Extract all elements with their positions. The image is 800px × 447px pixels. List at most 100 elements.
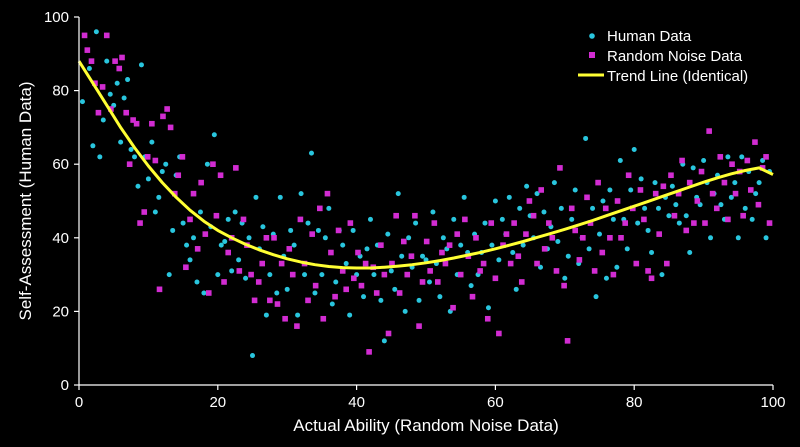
- human-point-196: [763, 235, 769, 241]
- noise-point-92: [431, 220, 438, 226]
- noise-point-116: [523, 231, 529, 237]
- noise-point-175: [747, 187, 754, 193]
- human-point-130: [534, 191, 540, 197]
- human-point-23: [163, 161, 169, 167]
- noise-point-176: [752, 139, 758, 145]
- noise-point-29: [190, 190, 197, 197]
- human-point-156: [624, 246, 630, 252]
- human-point-28: [180, 220, 186, 226]
- y-axis-title: Self-Assessment (Human Data): [16, 81, 35, 320]
- human-point-35: [204, 161, 210, 167]
- noise-point-151: [656, 231, 662, 237]
- noise-point-173: [740, 212, 746, 219]
- y-tick-label-0: 0: [61, 377, 69, 394]
- human-point-92: [402, 308, 408, 314]
- noise-point-103: [473, 235, 479, 241]
- human-point-90: [395, 191, 401, 197]
- noise-point-142: [622, 220, 628, 226]
- noise-point-131: [580, 235, 586, 241]
- human-point-47: [246, 235, 252, 241]
- noise-point-55: [289, 271, 296, 278]
- human-point-186: [728, 194, 734, 200]
- noise-point-97: [450, 304, 456, 311]
- human-point-31: [191, 235, 197, 241]
- noise-point-15: [137, 220, 143, 226]
- noise-point-136: [599, 249, 606, 256]
- human-point-33: [197, 209, 203, 215]
- noise-point-164: [706, 128, 712, 134]
- noise-point-66: [332, 293, 338, 300]
- x-tick-label-3: 60: [487, 394, 504, 411]
- noise-point-125: [557, 165, 563, 171]
- noise-point-57: [297, 216, 304, 223]
- human-point-25: [170, 227, 176, 233]
- human-point-2: [90, 143, 96, 149]
- noise-point-88: [416, 323, 422, 329]
- noise-point-65: [328, 249, 334, 256]
- noise-point-120: [538, 187, 545, 193]
- noise-point-71: [351, 275, 357, 282]
- human-point-124: [513, 286, 519, 292]
- noise-point-48: [263, 235, 270, 241]
- human-point-43: [232, 209, 238, 215]
- noise-point-38: [225, 249, 232, 256]
- noise-point-105: [480, 260, 487, 267]
- human-point-63: [302, 272, 308, 278]
- noise-point-90: [423, 238, 430, 245]
- human-point-188: [735, 235, 741, 241]
- human-point-108: [458, 242, 464, 248]
- human-point-194: [756, 180, 762, 186]
- x-tick-label-5: 100: [760, 394, 785, 411]
- noise-point-63: [320, 315, 327, 322]
- human-point-160: [638, 176, 644, 182]
- noise-point-49: [267, 297, 273, 304]
- noise-point-123: [549, 235, 556, 241]
- noise-point-156: [675, 190, 682, 197]
- noise-point-85: [404, 271, 411, 278]
- human-point-72: [333, 279, 339, 285]
- noise-point-53: [282, 315, 288, 322]
- human-point-175: [690, 165, 696, 171]
- noise-point-8: [112, 58, 118, 64]
- human-point-46: [243, 275, 249, 281]
- noise-point-159: [686, 179, 693, 186]
- noise-point-110: [500, 242, 506, 248]
- x-axis-title: Actual Ability (Random Noise Data): [293, 416, 559, 435]
- noise-point-143: [625, 172, 632, 179]
- noise-point-82: [393, 212, 399, 219]
- noise-point-70: [347, 220, 354, 226]
- human-point-44: [236, 257, 242, 263]
- noise-point-11: [123, 109, 129, 116]
- noise-point-31: [198, 179, 204, 186]
- human-point-9: [114, 80, 120, 86]
- noise-point-167: [717, 154, 724, 160]
- noise-point-20: [156, 286, 163, 293]
- human-point-93: [406, 235, 412, 241]
- human-point-64: [305, 220, 311, 226]
- legend: Human Data Random Noise Data Trend Line …: [578, 28, 748, 85]
- human-point-100: [430, 209, 436, 215]
- noise-point-56: [294, 323, 300, 329]
- human-point-118: [492, 198, 498, 204]
- human-point-180: [708, 235, 714, 241]
- human-point-170: [673, 202, 679, 208]
- noise-point-2: [88, 58, 95, 64]
- human-point-70: [326, 205, 332, 211]
- human-point-147: [593, 294, 599, 300]
- human-point-95: [413, 220, 419, 226]
- human-point-20: [152, 209, 158, 215]
- noise-point-135: [595, 179, 601, 186]
- noise-point-87: [412, 212, 418, 219]
- human-point-91: [399, 253, 405, 259]
- human-point-65: [308, 150, 314, 156]
- noise-point-178: [759, 165, 766, 171]
- noise-point-5: [99, 84, 106, 90]
- noise-point-46: [255, 279, 262, 285]
- axes: [78, 17, 773, 386]
- noise-point-119: [534, 260, 540, 267]
- human-point-40: [222, 238, 228, 244]
- human-point-135: [551, 180, 557, 186]
- noise-point-108: [492, 275, 499, 282]
- noise-point-134: [591, 268, 598, 274]
- human-point-22: [159, 169, 165, 175]
